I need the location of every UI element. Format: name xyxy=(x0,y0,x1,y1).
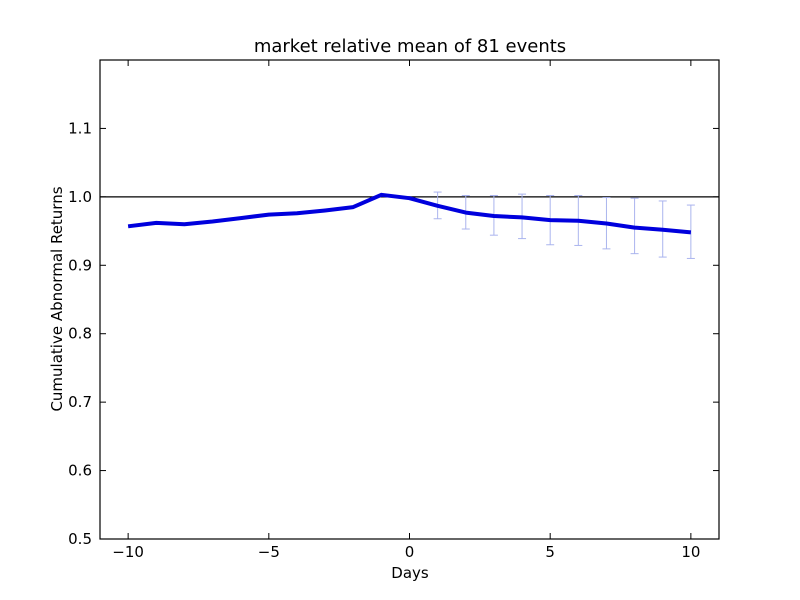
x-tick-label: −5 xyxy=(258,543,280,561)
y-tick-label: 0.7 xyxy=(68,393,92,411)
x-tick-label: −10 xyxy=(112,543,144,561)
plot-area: −10 −5 0 5 10 0.5 0.6 0.7 0.8 0.9 1.0 1.1 xyxy=(68,59,720,561)
y-tick-label: 0.8 xyxy=(68,325,92,343)
series-line xyxy=(127,192,692,235)
y-tick-label: 1.0 xyxy=(68,188,92,206)
y-tick-label: 0.6 xyxy=(68,462,92,480)
plot-frame xyxy=(99,59,720,540)
y-tick-label: 1.1 xyxy=(68,119,92,137)
x-tick-label: 10 xyxy=(681,543,700,561)
x-tick-label: 5 xyxy=(545,543,555,561)
y-tick-label: 0.5 xyxy=(68,530,92,548)
y-axis-label: Cumulative Abnormal Returns xyxy=(48,186,66,411)
y-tick-label: 0.9 xyxy=(68,256,92,274)
x-tick-label: 0 xyxy=(405,543,415,561)
x-axis-label: Days xyxy=(391,564,429,582)
chart-title: market relative mean of 81 events xyxy=(254,36,566,57)
